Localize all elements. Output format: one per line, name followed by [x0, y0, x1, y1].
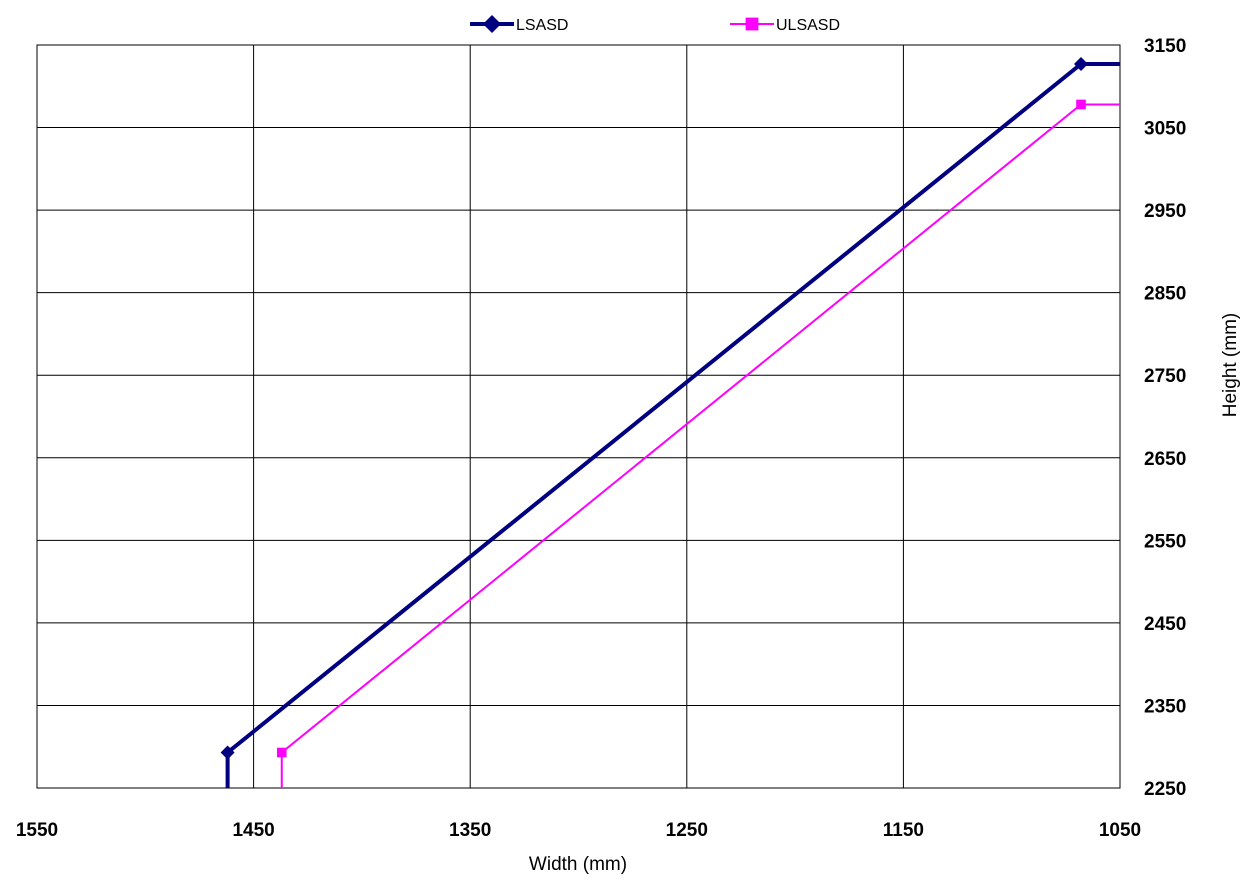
legend-label: ULSASD — [776, 17, 840, 34]
x-tick-label: 1550 — [16, 820, 58, 841]
legend-item-lsasd: LSASD — [470, 15, 568, 34]
data-point — [1074, 56, 1089, 71]
y-tick-label: 2250 — [1144, 779, 1186, 800]
y-tick-label: 2350 — [1144, 696, 1186, 717]
legend-marker — [483, 15, 501, 33]
y-tick-label: 3050 — [1144, 119, 1186, 140]
y-tick-label: 2850 — [1144, 284, 1186, 305]
data-point — [220, 745, 235, 760]
y-axis-title: Height (mm) — [1220, 313, 1241, 418]
series-ulsasd — [276, 99, 1120, 788]
x-tick-label: 1250 — [666, 820, 708, 841]
data-series — [220, 56, 1120, 788]
gridlines — [36, 44, 1121, 789]
y-tick-label: 2450 — [1144, 614, 1186, 635]
data-point — [276, 747, 287, 758]
y-tick-label: 2750 — [1144, 366, 1186, 387]
y-tick-label: 2550 — [1144, 531, 1186, 552]
plot-area-frame — [36, 44, 1121, 789]
legend-item-ulsasd: ULSASD — [730, 17, 840, 34]
y-axis-tick-labels: 3150 3050 2950 2850 2750 2650 2550 2450 2350 2250 — [1144, 36, 1186, 800]
y-tick-label: 2950 — [1144, 201, 1186, 222]
series-line — [280, 103, 1120, 788]
x-tick-label: 1350 — [449, 820, 491, 841]
x-axis-tick-labels: 1550 1450 1350 1250 1150 1050 — [16, 820, 1141, 841]
legend-marker — [745, 17, 759, 31]
series-line — [225, 61, 1120, 788]
data-point — [1076, 99, 1086, 110]
y-tick-label: 2650 — [1144, 449, 1186, 470]
x-tick-label: 1050 — [1099, 820, 1141, 841]
x-tick-label: 1450 — [232, 820, 274, 841]
x-tick-label: 1150 — [883, 820, 924, 841]
y-tick-label: 3150 — [1144, 36, 1186, 57]
legend-label: LSASD — [516, 17, 568, 34]
series-lsasd — [220, 56, 1120, 788]
legend: LSASD ULSASD — [470, 15, 840, 34]
x-axis-title: Width (mm) — [529, 854, 627, 875]
